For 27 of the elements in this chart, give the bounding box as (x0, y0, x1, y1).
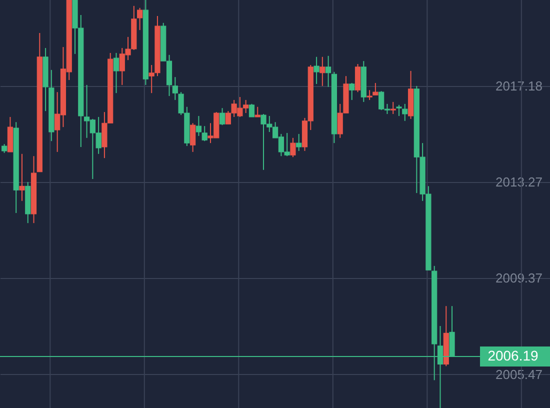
candlestick (290, 137, 296, 158)
candlestick (326, 55, 332, 88)
candlestick (137, 7, 143, 31)
candlestick (354, 64, 361, 93)
candlestick (372, 82, 378, 96)
candlestick (113, 52, 120, 94)
candlestick (219, 108, 226, 126)
candlestick (248, 103, 255, 118)
ref-line-label: 2006.19 (488, 348, 539, 364)
candlestick (202, 126, 208, 142)
y-tick-label: 2013.27 (496, 174, 542, 190)
candlestick (296, 133, 302, 152)
candlestick (349, 82, 355, 100)
candlestick (196, 115, 202, 136)
y-tick-label: 2009.37 (496, 270, 542, 286)
y-tick-label: 2017.18 (496, 78, 542, 94)
candlestick (320, 56, 326, 86)
y-tick-label: 2005.47 (496, 366, 542, 382)
candlestick (172, 76, 178, 100)
candlestick (396, 104, 402, 116)
candlestick (190, 122, 196, 152)
candlestick (19, 153, 25, 202)
candlestick (402, 103, 408, 122)
candlestick (254, 106, 260, 118)
candlestick (390, 101, 396, 115)
candlestick (366, 90, 372, 100)
candlestick (314, 56, 320, 84)
